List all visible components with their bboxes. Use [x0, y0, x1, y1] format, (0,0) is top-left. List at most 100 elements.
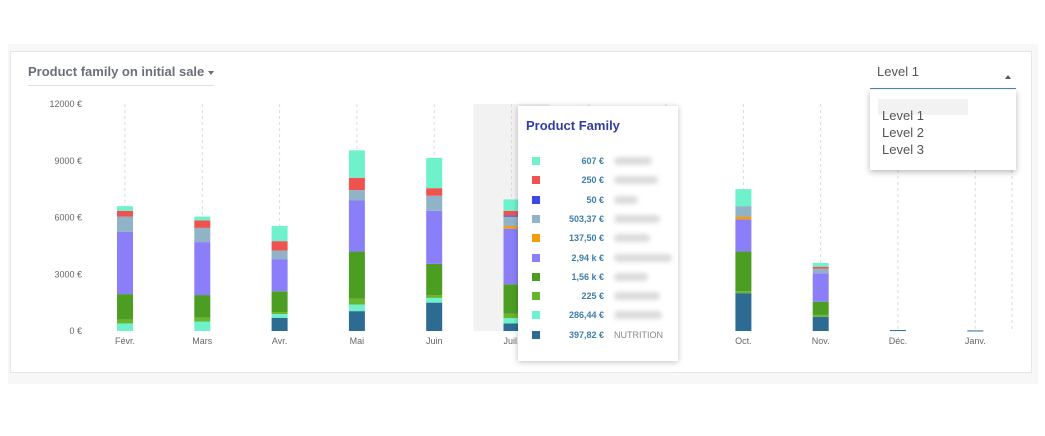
- bar-segment[interactable]: [117, 231, 133, 295]
- bar-segment[interactable]: [117, 210, 133, 217]
- bar-segment[interactable]: [194, 295, 211, 318]
- tooltip-value: 397,82 €: [568, 329, 604, 340]
- bar-segment[interactable]: [348, 200, 365, 252]
- redacted-name: [614, 234, 650, 243]
- bar-segment[interactable]: [271, 312, 288, 314]
- bar-segment[interactable]: [735, 189, 752, 207]
- bar-segment[interactable]: [503, 216, 520, 227]
- option-level-3[interactable]: Level 3: [882, 142, 924, 157]
- redacted-name: [614, 253, 672, 262]
- bar-segment[interactable]: [890, 330, 906, 332]
- x-tick-label: Nov.: [812, 336, 830, 346]
- bar-segment[interactable]: [812, 314, 829, 317]
- bar-segment[interactable]: [426, 263, 443, 296]
- bar-segment[interactable]: [271, 313, 288, 318]
- bar-segment[interactable]: [503, 228, 520, 285]
- tooltip-value: 503,37 €: [568, 213, 604, 224]
- bar-segment[interactable]: [271, 317, 288, 331]
- y-tick-label: 0 €: [69, 326, 82, 336]
- bar-segment[interactable]: [194, 220, 211, 228]
- bar-segment[interactable]: [348, 150, 365, 178]
- bar-segment[interactable]: [426, 157, 443, 189]
- bar-segment[interactable]: [117, 216, 133, 232]
- bar-segment[interactable]: [735, 291, 752, 294]
- redacted-name: [614, 176, 658, 185]
- tooltip-value: 2,94 k €: [571, 252, 604, 263]
- bar-segment[interactable]: [812, 301, 829, 315]
- bar-segment[interactable]: [194, 317, 211, 322]
- level-select[interactable]: Level 1: [870, 62, 1016, 89]
- bar-segment[interactable]: [503, 199, 520, 211]
- chart-tooltip: Product Family 607 € 250 € 50 € 503,37 € 137…: [518, 106, 678, 361]
- tooltip-title: Product Family: [526, 118, 620, 133]
- legend-swatch: [532, 234, 540, 243]
- bar-segment[interactable]: [735, 251, 752, 292]
- bar-segment[interactable]: [271, 259, 288, 292]
- chart-title: Product family on initial sale: [28, 64, 205, 79]
- bar-segment[interactable]: [271, 241, 288, 251]
- bar-segment[interactable]: [735, 206, 752, 217]
- bar-segment[interactable]: [117, 206, 133, 211]
- bar-segment[interactable]: [503, 284, 520, 314]
- x-tick-label: Févr.: [115, 336, 135, 346]
- bar-segment[interactable]: [503, 226, 520, 229]
- bar-segment[interactable]: [812, 316, 829, 331]
- bar-segment[interactable]: [503, 323, 520, 331]
- bar-segment[interactable]: [812, 268, 829, 274]
- bar-segment[interactable]: [271, 250, 288, 260]
- bar-segment[interactable]: [735, 219, 752, 252]
- x-tick-label: Juin: [426, 336, 443, 346]
- bar-segment[interactable]: [812, 266, 829, 269]
- y-tick-label: 9000 €: [54, 156, 82, 166]
- x-tick-label: Janv.: [965, 336, 986, 346]
- bar-segment[interactable]: [503, 318, 520, 324]
- caret-up-icon: [1005, 75, 1011, 79]
- bar-segment[interactable]: [967, 330, 984, 332]
- legend-swatch: [532, 311, 540, 320]
- chart-title-dropdown[interactable]: Product family on initial sale: [28, 64, 215, 86]
- bar-segment[interactable]: [735, 293, 752, 331]
- bar-segment[interactable]: [426, 188, 443, 196]
- bar-segment[interactable]: [348, 311, 365, 331]
- legend-swatch: [532, 253, 540, 262]
- bar-segment[interactable]: [426, 295, 443, 298]
- bar-segment[interactable]: [117, 323, 133, 331]
- redacted-name: [614, 272, 648, 281]
- tooltip-value: 607 €: [581, 156, 604, 166]
- legend-swatch: [532, 195, 540, 204]
- bar-segment[interactable]: [426, 210, 443, 264]
- bar-segment[interactable]: [426, 302, 443, 331]
- bar-segment[interactable]: [426, 297, 443, 303]
- y-tick-label: 6000 €: [54, 213, 82, 223]
- bar-segment[interactable]: [503, 215, 520, 217]
- bar-segment[interactable]: [117, 319, 133, 324]
- bar-segment[interactable]: [348, 298, 365, 305]
- bar-segment[interactable]: [271, 226, 288, 242]
- bar-segment[interactable]: [812, 262, 829, 267]
- bar-segment[interactable]: [503, 210, 520, 216]
- redacted-name: [614, 195, 638, 204]
- option-level-1[interactable]: Level 1: [882, 108, 924, 123]
- bar-segment[interactable]: [503, 313, 520, 319]
- bar-segment[interactable]: [271, 291, 288, 313]
- bar-segment[interactable]: [117, 294, 133, 320]
- bar-segment[interactable]: [348, 190, 365, 201]
- bar-segment[interactable]: [348, 177, 365, 191]
- bar-segment[interactable]: [426, 195, 443, 211]
- legend-swatch: [532, 214, 540, 223]
- bar-segment[interactable]: [812, 273, 829, 302]
- bar-segment[interactable]: [348, 251, 365, 299]
- caret-down-icon: [208, 70, 215, 75]
- x-tick-label: Mars: [192, 336, 212, 346]
- legend-swatch: [532, 272, 540, 281]
- bar-segment[interactable]: [735, 216, 752, 220]
- bar-segment[interactable]: [194, 242, 211, 296]
- x-tick-label: Mai: [350, 336, 365, 346]
- bar-segment[interactable]: [348, 304, 365, 312]
- option-level-2[interactable]: Level 2: [882, 125, 924, 140]
- bar-segment[interactable]: [194, 321, 211, 331]
- bar-segment[interactable]: [194, 227, 211, 243]
- legend-swatch: [532, 176, 540, 185]
- bar-segment[interactable]: [194, 216, 211, 221]
- level-select-value: Level 1: [877, 64, 919, 79]
